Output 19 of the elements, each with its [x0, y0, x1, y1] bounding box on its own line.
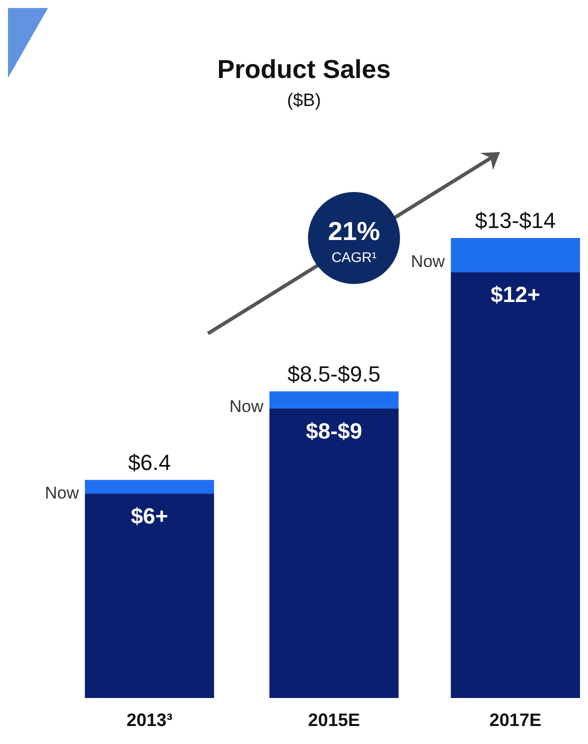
series-label: Now: [44, 484, 80, 503]
chart-subtitle: ($B): [286, 90, 322, 110]
bar: [450, 272, 580, 698]
total-label: $13-$14: [475, 208, 556, 233]
chart-title: Product Sales: [217, 54, 391, 84]
text: Now: [410, 252, 445, 272]
text: Now: [229, 396, 264, 416]
x-tick-label: 2013³: [126, 710, 173, 730]
data-label: $6+: [130, 504, 168, 529]
annotation: 21% CAGR¹: [328, 216, 380, 265]
bar: [450, 238, 580, 272]
bar: [84, 480, 214, 494]
bar: [84, 494, 214, 698]
x-tick-label: 2015E: [308, 710, 360, 730]
total-label: $6.4: [128, 450, 171, 475]
x-tick-label: 2017E: [489, 710, 542, 730]
total-label: $8.5-$9.5: [288, 361, 380, 386]
data-label: $8-$9: [306, 418, 362, 444]
data-label: $12+: [490, 282, 540, 308]
